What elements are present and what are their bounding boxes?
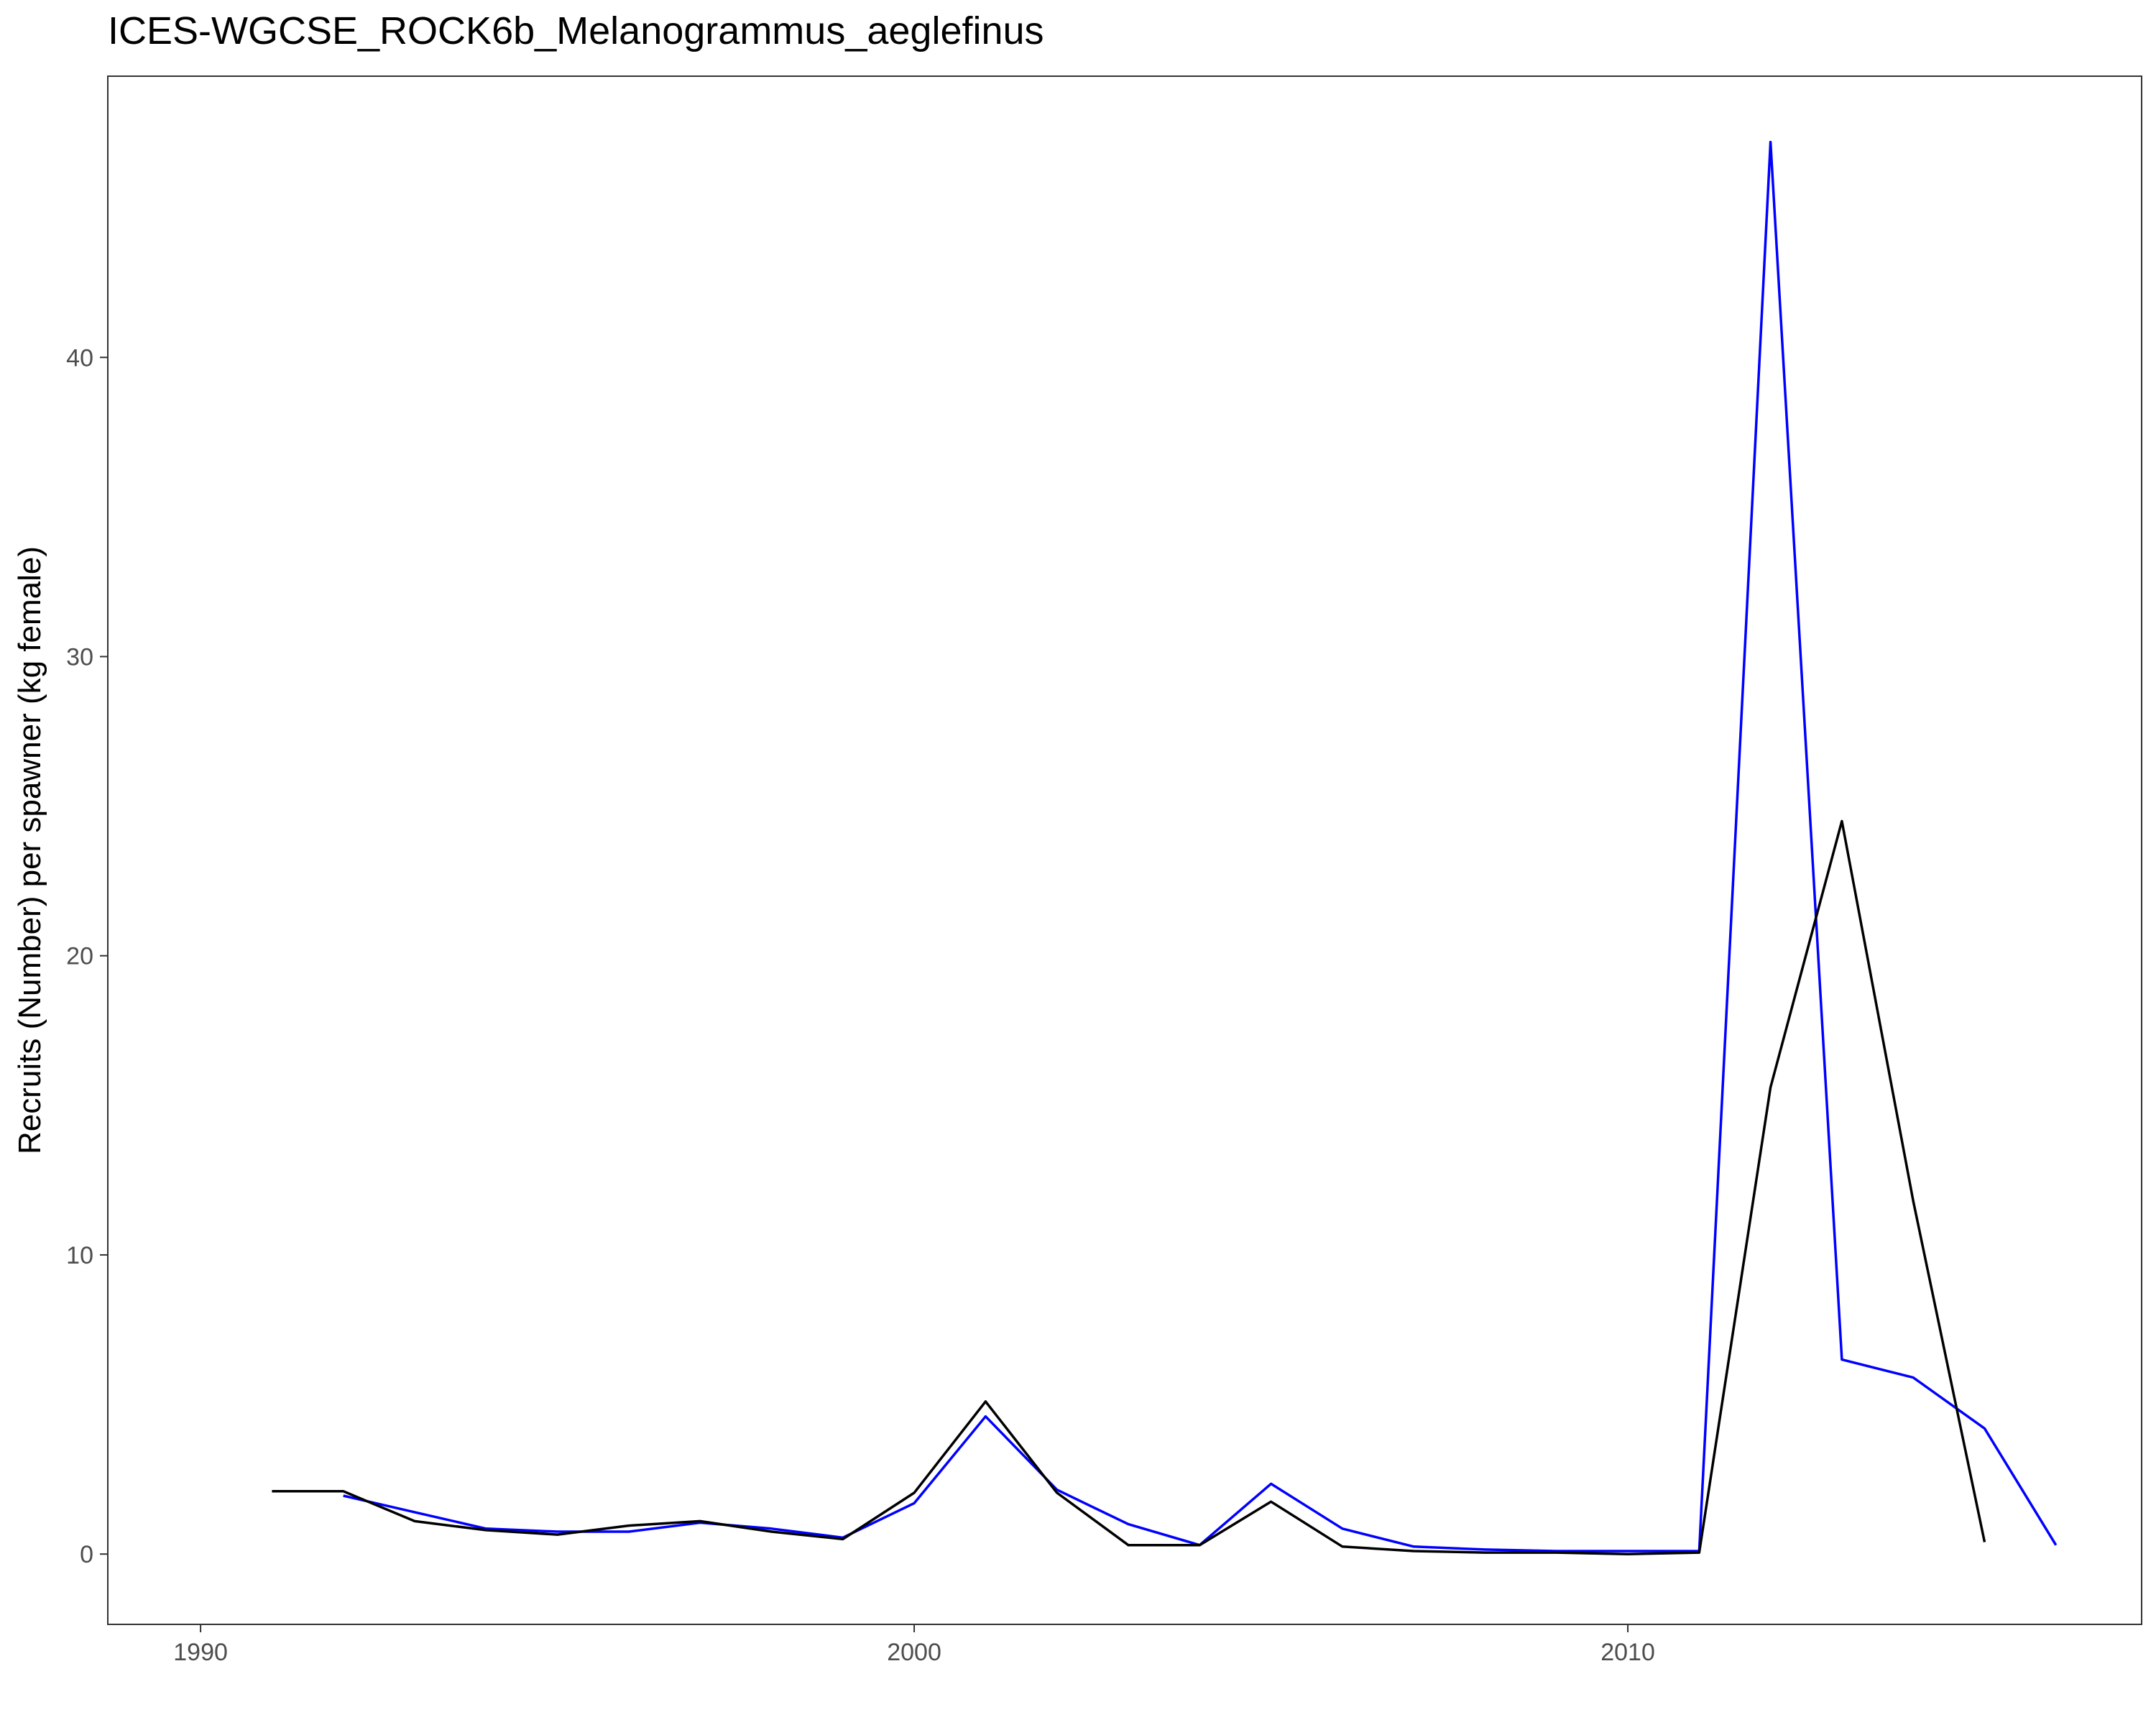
y-tick-label: 30 bbox=[66, 643, 93, 671]
x-tick-label: 1990 bbox=[173, 1639, 228, 1666]
x-tick-label: 2000 bbox=[887, 1639, 941, 1666]
y-tick-label: 20 bbox=[66, 943, 93, 970]
y-axis-title: Recruits (Number) per spawner (kg female… bbox=[12, 546, 47, 1154]
series-line-2 bbox=[272, 819, 1986, 1555]
series-line-1 bbox=[343, 140, 2058, 1552]
x-axis: 1990 2000 2010 bbox=[173, 1624, 1655, 1666]
y-axis: 0 10 20 30 40 bbox=[66, 344, 108, 1568]
y-tick-label: 10 bbox=[66, 1242, 93, 1269]
chart-title: ICES-WGCSE_ROCK6b_Melanogrammus_aeglefin… bbox=[108, 9, 1044, 52]
series-layer bbox=[272, 140, 2058, 1555]
y-tick-label: 0 bbox=[80, 1541, 93, 1568]
plot-panel-border bbox=[107, 75, 2142, 1625]
x-tick-label: 2010 bbox=[1600, 1639, 1655, 1666]
y-tick-label: 40 bbox=[66, 344, 93, 372]
